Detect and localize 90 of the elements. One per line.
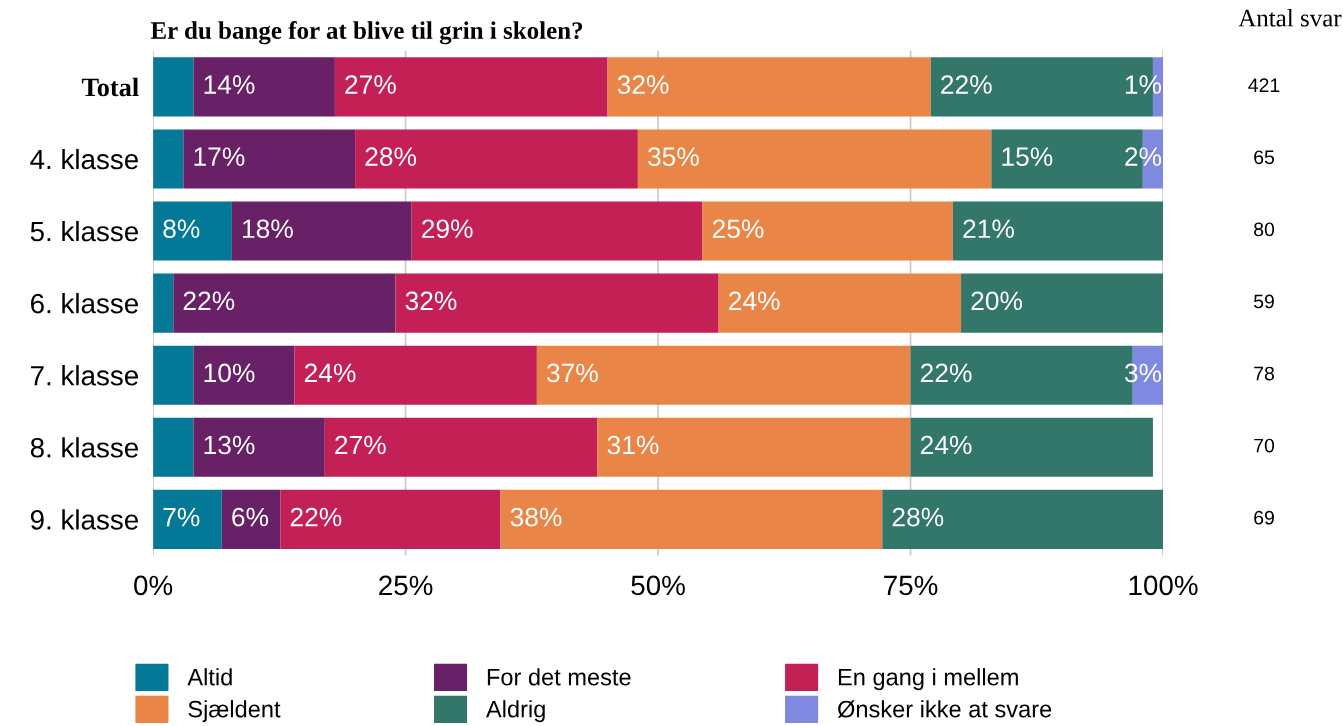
y-tick-label: 9. klasse bbox=[30, 509, 138, 530]
bar bbox=[718, 273, 962, 333]
bar bbox=[294, 345, 537, 405]
data-label: 22% bbox=[941, 75, 992, 94]
text: 69 bbox=[1254, 510, 1274, 525]
bar bbox=[500, 489, 883, 549]
x-tick-label: 25% bbox=[379, 575, 433, 596]
x-tick-label: 100% bbox=[1129, 575, 1198, 596]
data-label: 21% bbox=[963, 219, 1014, 238]
text: 421 bbox=[1248, 78, 1280, 92]
bar bbox=[221, 489, 281, 549]
data-label: 14% bbox=[204, 75, 255, 94]
y-tick-label: 5. klasse bbox=[30, 220, 138, 242]
data-label: 20% bbox=[971, 291, 1023, 311]
bar bbox=[231, 201, 412, 261]
data-label: 24% bbox=[920, 435, 972, 455]
bar bbox=[153, 129, 184, 189]
legend-label: Aldrig bbox=[486, 700, 545, 723]
bar bbox=[173, 273, 396, 333]
data-label: 2% bbox=[1125, 147, 1162, 166]
data-label: 28% bbox=[365, 147, 417, 167]
data-label: 31% bbox=[607, 435, 659, 455]
bar bbox=[153, 57, 194, 117]
data-label: 13% bbox=[204, 435, 255, 455]
legend-label: Sjældent bbox=[188, 700, 281, 723]
x-tick-label: 0% bbox=[134, 575, 173, 596]
text: 70 bbox=[1254, 438, 1275, 453]
bar bbox=[280, 489, 501, 549]
data-label: 27% bbox=[335, 435, 386, 455]
data-label: 22% bbox=[183, 291, 235, 311]
y-tick-label: 8. klasse bbox=[30, 437, 138, 458]
data-label: 10% bbox=[204, 363, 255, 383]
data-label: 38% bbox=[510, 507, 562, 527]
data-label: 6% bbox=[232, 507, 269, 527]
y-tick-label: 7. klasse bbox=[31, 365, 138, 386]
bar bbox=[637, 129, 992, 189]
bar bbox=[882, 489, 1164, 549]
bar bbox=[411, 201, 703, 261]
data-label: 37% bbox=[546, 363, 598, 383]
bar bbox=[193, 417, 325, 477]
bar bbox=[324, 417, 598, 477]
bar bbox=[193, 57, 335, 117]
bar bbox=[153, 489, 222, 549]
legend-label: En gang i mellem bbox=[838, 668, 1018, 691]
data-label: 24% bbox=[304, 363, 356, 383]
legend-label: Ønsker ikke at svare bbox=[837, 700, 1052, 718]
text: Antal svar bbox=[1238, 8, 1342, 27]
text: 59 bbox=[1254, 294, 1274, 309]
data-label: 7% bbox=[163, 507, 200, 527]
bar bbox=[153, 345, 194, 405]
bar bbox=[910, 417, 1153, 477]
bar bbox=[183, 129, 356, 189]
text: 65 bbox=[1254, 150, 1275, 165]
x-tick-label: 75% bbox=[884, 575, 938, 596]
bar bbox=[334, 57, 608, 117]
legend-label: For det meste bbox=[487, 668, 631, 686]
bar bbox=[597, 417, 911, 477]
data-label: 17% bbox=[194, 147, 245, 166]
bar bbox=[952, 201, 1164, 261]
y-tick-label: 6. klasse bbox=[31, 293, 138, 314]
bar bbox=[395, 273, 719, 333]
text: 80 bbox=[1254, 222, 1275, 237]
bar bbox=[153, 201, 232, 261]
bar bbox=[702, 201, 953, 261]
bar bbox=[355, 129, 638, 189]
data-label: 8% bbox=[163, 219, 200, 239]
text: 78 bbox=[1254, 366, 1274, 381]
bar bbox=[607, 57, 931, 117]
data-label: 35% bbox=[647, 147, 699, 167]
data-label: 28% bbox=[892, 507, 944, 527]
bar bbox=[193, 345, 295, 405]
data-label: 18% bbox=[242, 219, 293, 239]
bar bbox=[961, 273, 1164, 333]
y-tick-label: Total bbox=[81, 77, 139, 97]
data-label: 25% bbox=[712, 219, 764, 239]
data-label: 24% bbox=[729, 291, 780, 311]
data-label: 15% bbox=[1002, 147, 1053, 167]
data-label: 22% bbox=[290, 507, 342, 527]
y-tick-label: 4. klasse bbox=[30, 148, 138, 170]
data-label: 32% bbox=[405, 291, 457, 311]
x-tick-label: 50% bbox=[631, 575, 685, 596]
legend-label: Altid bbox=[187, 668, 232, 686]
bar bbox=[536, 345, 911, 405]
data-label: 22% bbox=[920, 363, 972, 383]
data-label: 27% bbox=[345, 75, 396, 94]
chart-title: Er du bange for at blive til grin i skolen? bbox=[150, 21, 583, 45]
data-label: 32% bbox=[617, 75, 669, 94]
bar bbox=[153, 273, 174, 333]
bar bbox=[153, 417, 194, 477]
data-label: 29% bbox=[422, 219, 473, 239]
